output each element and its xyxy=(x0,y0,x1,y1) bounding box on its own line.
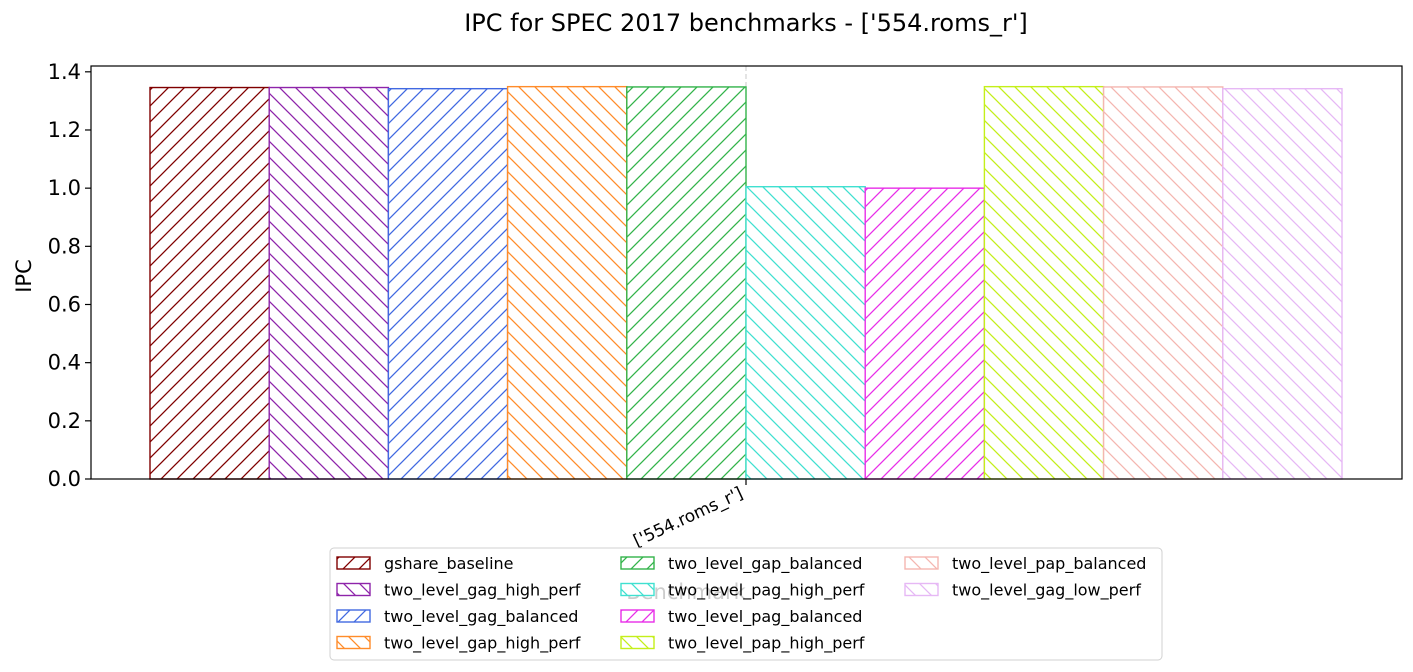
bar-two_level_gag_balanced xyxy=(387,87,509,480)
legend-swatch xyxy=(620,582,655,597)
legend-box xyxy=(329,547,1163,661)
bar-two_level_pag_high_perf xyxy=(745,186,866,480)
legend-label: two_level_pap_balanced xyxy=(952,554,1146,574)
bar-two_level_pap_high_perf xyxy=(983,85,1105,480)
bar-two_level_gap_balanced xyxy=(626,86,747,480)
x-tick-label: ['554.roms_r'] xyxy=(630,483,746,551)
legend-swatch xyxy=(904,556,939,570)
legend-label: two_level_gag_low_perf xyxy=(952,581,1141,601)
bar-two_level_gag_low_perf xyxy=(1222,87,1343,480)
legend-item-two_level_pap_high_perf: two_level_pap_high_perf xyxy=(620,634,865,654)
legend: gshare_baselinetwo_level_gag_high_perftw… xyxy=(329,547,1163,661)
y-tick-label: 0.2 xyxy=(48,409,81,433)
y-tick-label: 0.0 xyxy=(48,467,81,491)
y-tick-label: 0.8 xyxy=(48,234,81,258)
legend-swatch xyxy=(620,635,655,650)
legend-item-gshare_baseline: gshare_baseline xyxy=(336,554,514,574)
legend-swatch xyxy=(620,556,655,570)
legend-swatch xyxy=(336,556,371,570)
y-tick-label: 0.4 xyxy=(48,351,81,375)
legend-item-two_level_pap_balanced: two_level_pap_balanced xyxy=(904,554,1146,574)
legend-item-two_level_pag_high_perf: two_level_pag_high_perf xyxy=(620,581,865,601)
y-tick-label: 1.4 xyxy=(48,60,81,84)
legend-item-two_level_gag_high_perf: two_level_gag_high_perf xyxy=(336,581,581,601)
legend-item-two_level_gap_balanced: two_level_gap_balanced xyxy=(620,554,862,574)
legend-item-two_level_gag_low_perf: two_level_gag_low_perf xyxy=(904,581,1141,601)
bar-gshare_baseline xyxy=(149,86,270,480)
legend-label: two_level_gag_high_perf xyxy=(384,581,581,601)
legend-item-two_level_pag_balanced: two_level_pag_balanced xyxy=(620,607,862,627)
legend-label: two_level_gap_balanced xyxy=(668,554,862,574)
legend-swatch xyxy=(336,582,371,597)
legend-label: two_level_pag_balanced xyxy=(668,607,862,627)
legend-item-two_level_gap_high_perf: two_level_gap_high_perf xyxy=(336,634,581,654)
bar-two_level_gag_high_perf xyxy=(268,86,390,480)
y-tick-label: 1.0 xyxy=(48,176,81,200)
legend-label: two_level_gag_balanced xyxy=(384,607,578,627)
legend-label: two_level_gap_high_perf xyxy=(384,634,581,654)
legend-swatch xyxy=(620,609,655,623)
legend-item-two_level_gag_balanced: two_level_gag_balanced xyxy=(336,607,578,627)
legend-swatch xyxy=(336,635,371,650)
legend-swatch xyxy=(336,609,371,623)
legend-label: two_level_pag_high_perf xyxy=(668,581,865,601)
plot-area: 0.00.20.40.60.81.01.21.4['554.roms_r']Be… xyxy=(48,60,1403,604)
y-axis-label: IPC xyxy=(12,259,36,293)
y-tick-label: 1.2 xyxy=(48,118,81,142)
bar-two_level_pag_balanced xyxy=(864,187,986,480)
y-tick-label: 0.6 xyxy=(48,292,81,316)
legend-label: gshare_baseline xyxy=(384,554,514,574)
legend-label: two_level_pap_high_perf xyxy=(668,634,865,654)
bar-two_level_gap_high_perf xyxy=(506,85,628,480)
bar-two_level_pap_balanced xyxy=(1102,86,1224,480)
legend-swatch xyxy=(904,582,939,597)
chart-title: IPC for SPEC 2017 benchmarks - ['554.rom… xyxy=(464,9,1028,37)
